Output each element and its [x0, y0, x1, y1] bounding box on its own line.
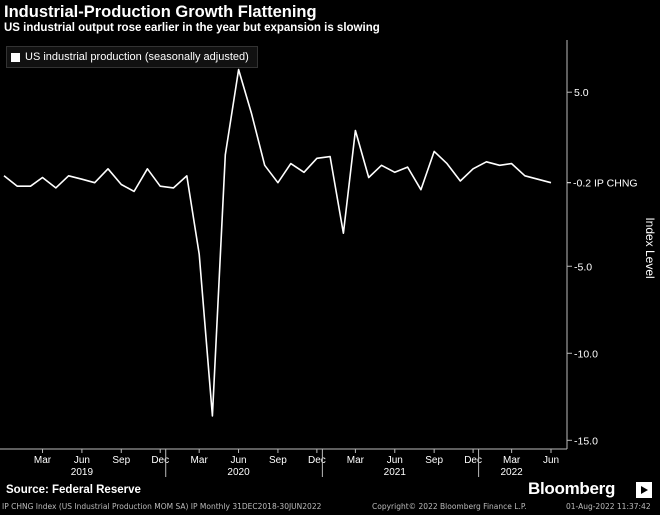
brand-logo: Bloomberg [528, 479, 616, 498]
legend-swatch [11, 52, 20, 62]
x-tick-label: Sep [269, 455, 287, 466]
x-year-label: 2021 [384, 467, 407, 478]
source-note: Source: Federal Reserve [6, 484, 141, 496]
x-tick-label: Sep [425, 455, 443, 466]
x-tick-label: Jun [230, 455, 246, 466]
last-value-label: -0.2 IP CHNG [573, 178, 638, 190]
chart-title: Industrial-Production Growth Flattening [4, 3, 317, 21]
y-tick-label: 5.0 [574, 87, 589, 99]
x-year-label: 2019 [71, 467, 94, 478]
x-tick-label: Jun [543, 455, 559, 466]
play-icon [636, 482, 652, 498]
plot-area: -0.2 IP CHNG [3, 68, 638, 417]
x-tick-label: Dec [464, 455, 482, 466]
x-tick-label: Dec [308, 455, 326, 466]
chart-axes: 5.0 -5.0 -10.0 -15.0 Index Level Mar Jun Sep Dec… [0, 40, 657, 478]
x-tick-label: Sep [112, 455, 130, 466]
x-tick-label: Jun [74, 455, 90, 466]
x-tick-label: Dec [151, 455, 169, 466]
x-year-label: 2020 [227, 467, 250, 478]
last-value-box [571, 174, 625, 191]
legend: US industrial production (seasonally adj… [6, 46, 258, 68]
x-tick-label: Mar [503, 455, 521, 466]
x-year-label: 2022 [500, 467, 523, 478]
x-tick-label: Mar [347, 455, 365, 466]
legend-label: US industrial production (seasonally adj… [25, 51, 249, 63]
y-tick-label: -5.0 [574, 261, 592, 273]
x-tick-label: Jun [387, 455, 403, 466]
footer-timestamp: 01-Aug-2022 11:37:42 [566, 502, 651, 511]
y-tick-label: -10.0 [574, 348, 598, 360]
footer-meta: IP CHNG Index (US Industrial Production … [2, 502, 322, 511]
x-tick-label: Mar [191, 455, 209, 466]
series-line [3, 68, 552, 417]
chart-subtitle: US industrial output rose earlier in the… [4, 22, 380, 34]
footer-copyright: Copyright© 2022 Bloomberg Finance L.P. [372, 502, 527, 511]
x-tick-label: Mar [34, 455, 52, 466]
y-axis-label: Index Level [643, 217, 657, 278]
y-tick-label: -15.0 [574, 435, 598, 447]
